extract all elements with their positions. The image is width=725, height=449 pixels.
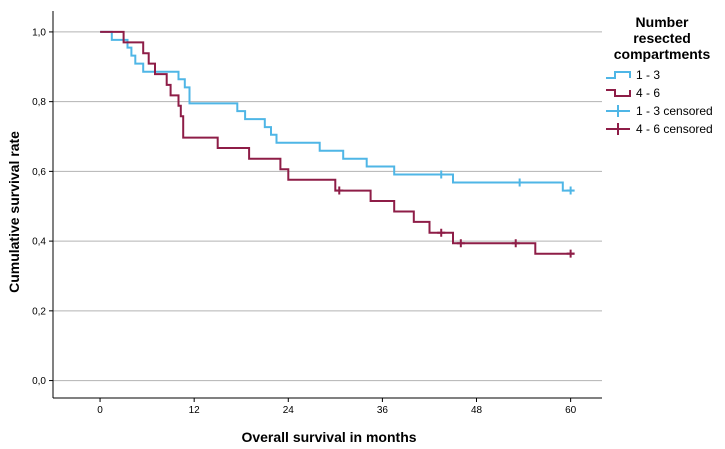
legend-symbol-series-2-censored [606,123,630,135]
legend-title-line-3: compartments [614,46,711,62]
legend-label-series-1-censored: 1 - 3 censored [636,104,713,118]
series-line-1 [100,30,575,192]
legend-label-series-2-censored: 4 - 6 censored [636,122,713,136]
y-tick-label: 0,6 [32,167,46,178]
x-tick-label: 0 [97,405,103,416]
legend-symbol-series-1 [606,71,631,79]
censor-mark-series-1 [566,186,575,195]
legend-title-line-2: resected [633,30,691,46]
tick-labels: 0,0 0,2 0,4 0,6 0,8 1,0 0 12 24 36 48 60 [32,27,577,416]
x-tick-label: 12 [189,405,201,416]
legend-label-series-2: 4 - 6 [636,86,660,100]
legend-symbols [606,71,631,135]
y-tick-label: 1,0 [32,27,46,38]
axes [49,11,602,402]
x-axis-title: Overall survival in months [241,429,416,445]
legend-symbol-series-2 [606,89,631,97]
censor-mark-series-2 [335,186,344,195]
censor-mark-series-1 [515,178,524,187]
censor-mark-series-2 [437,228,446,237]
y-tick-label: 0,0 [32,376,46,387]
series-line-2 [100,30,575,255]
censor-mark-series-2 [566,249,575,258]
legend-title-line-1: Number [636,14,689,30]
censor-mark-series-2 [456,239,465,248]
legend: Number resected compartments 1 - 3 4 - 6… [606,14,713,136]
y-tick-label: 0,2 [32,306,46,317]
y-tick-label: 0,4 [32,237,46,248]
legend-label-series-1: 1 - 3 [636,68,660,82]
x-tick-label: 60 [565,405,577,416]
legend-symbol-series-1-censored [606,105,630,117]
censor-mark-series-1 [437,170,446,179]
grid-lines [53,31,602,382]
x-tick-label: 36 [377,405,389,416]
x-tick-label: 24 [283,405,295,416]
y-axis-title: Cumulative survival rate [6,131,22,293]
y-tick-label: 0,8 [32,97,46,108]
x-tick-label: 48 [471,405,483,416]
censor-mark-series-2 [511,239,520,248]
series-layer [100,30,575,258]
